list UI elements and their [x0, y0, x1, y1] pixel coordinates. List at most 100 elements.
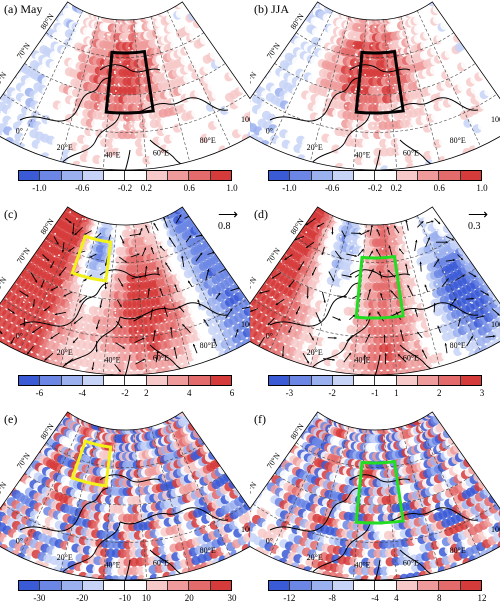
colorbar-tick-label: 0.6	[183, 183, 195, 193]
lon-label: 100°E	[241, 525, 250, 534]
colorbar-tick-label: -0.6	[325, 183, 340, 193]
colorbar-tick-label: 0.6	[433, 183, 445, 193]
lon-label: 100°E	[241, 115, 250, 124]
colorbar-tick-label: -2	[328, 388, 336, 398]
colorbar-segment	[290, 376, 312, 385]
map-panel: 20°W0°20°E40°E60°E80°E100°E80°N70°N60°N(…	[0, 0, 250, 205]
colorbar-segment	[40, 171, 62, 180]
lon-label: 40°E	[104, 561, 120, 570]
lon-label: 60°E	[153, 353, 169, 362]
lon-label: 60°E	[403, 353, 419, 362]
lon-label: 0°	[16, 126, 23, 135]
colorbar	[18, 580, 232, 591]
lon-label: 40°E	[104, 151, 120, 160]
colorbar-segment	[290, 581, 312, 590]
map-plot: 20°W0°20°E40°E60°E80°E100°E80°N70°N60°N	[0, 1, 250, 171]
colorbar-segment	[19, 376, 41, 385]
colorbar-tick-label: 1	[394, 388, 399, 398]
lon-label: 80°E	[200, 341, 216, 350]
map-panel: 20°W0°20°E40°E60°E80°E100°E80°N70°N60°N(…	[250, 0, 500, 205]
colorbar-segment	[375, 171, 397, 180]
lon-label: 60°E	[153, 558, 169, 567]
lon-label: 100°E	[491, 525, 500, 534]
colorbar-tick-label: -10	[119, 593, 131, 603]
map-plot: 20°W0°20°E40°E60°E80°E100°E80°N70°N60°N	[250, 206, 500, 376]
colorbar-segment	[332, 581, 355, 590]
lon-label: 100°E	[491, 320, 500, 329]
lat-label: 60°N	[250, 480, 259, 499]
colorbar-segment	[439, 171, 461, 180]
colorbar-segment	[311, 376, 333, 385]
map-panel: 20°W0°20°E40°E60°E80°E100°E80°N70°N60°N(…	[250, 205, 500, 410]
map-panel: 20°W0°20°E40°E60°E80°E100°E80°N70°N60°N(…	[0, 410, 250, 615]
colorbar-segment	[354, 171, 376, 180]
colorbar-segment	[460, 171, 481, 180]
colorbar-segment	[354, 376, 376, 385]
lon-label: 100°E	[491, 115, 500, 124]
colorbar-segment	[125, 581, 147, 590]
region-box	[104, 49, 155, 115]
lon-label: 80°E	[200, 546, 216, 555]
colorbar-ticks: -3 -2 -1 1 2 3	[268, 388, 485, 400]
lon-label: 40°E	[354, 561, 370, 570]
colorbar-tick-label: -3	[285, 388, 294, 398]
colorbar-segment	[61, 376, 83, 385]
colorbar	[18, 170, 232, 181]
reference-vector-label: 0.3	[468, 221, 481, 232]
colorbar-segment	[332, 376, 355, 385]
reference-vector: ⟶ 0.3	[468, 209, 488, 233]
colorbar-tick-label: 1.0	[476, 183, 488, 193]
colorbar-segment	[40, 581, 62, 590]
colorbar-tick-label: 2	[144, 388, 149, 398]
lat-label: 60°N	[0, 275, 9, 294]
colorbar-segment	[354, 581, 376, 590]
colorbar-segment	[439, 376, 461, 385]
panel-title: (f)	[254, 412, 266, 426]
panel-title: (b) JJA	[254, 2, 289, 16]
colorbar-tick-label: -4	[371, 593, 379, 603]
colorbar	[18, 375, 232, 386]
colorbar	[268, 170, 482, 181]
lon-label: 80°E	[450, 136, 466, 145]
colorbar-segment	[61, 581, 83, 590]
lat-label: 60°N	[250, 275, 259, 294]
colorbar-segment	[168, 376, 190, 385]
colorbar-segment	[210, 171, 231, 180]
colorbar-segment	[189, 171, 211, 180]
lon-label: 40°E	[354, 151, 370, 160]
colorbar-segment	[269, 581, 291, 590]
map-panel: 20°W0°20°E40°E60°E80°E100°E80°N70°N60°N(…	[250, 410, 500, 615]
colorbar-segment	[332, 171, 355, 180]
panel-title: (c)	[4, 207, 18, 221]
colorbar-segment	[418, 581, 440, 590]
colorbar	[268, 580, 482, 591]
colorbar-ticks: -30 -20 -10 10 20 30	[18, 593, 236, 605]
colorbar-tick-label: -8	[328, 593, 336, 603]
colorbar-segment	[146, 581, 169, 590]
colorbar-tick-label: 6	[229, 388, 235, 398]
colorbar-segment	[82, 376, 105, 385]
colorbar-segment	[61, 171, 83, 180]
colorbar-segment	[418, 376, 440, 385]
colorbar-tick-label: -0.2	[117, 183, 133, 193]
lon-label: 80°E	[200, 136, 216, 145]
colorbar-tick-label: 4	[186, 388, 192, 398]
colorbar-segment	[19, 581, 41, 590]
colorbar-tick-label: -6	[35, 388, 44, 398]
lon-label: 60°E	[403, 148, 419, 157]
map-plot: 20°W0°20°E40°E60°E80°E100°E80°N70°N60°N	[0, 206, 250, 376]
map-plot: 20°W0°20°E40°E60°E80°E100°E80°N70°N60°N	[0, 411, 250, 581]
lon-label: 60°E	[153, 148, 169, 157]
colorbar-segment	[418, 171, 440, 180]
colorbar-segment	[375, 376, 397, 385]
colorbar	[268, 375, 482, 386]
colorbar-tick-label: -1.0	[32, 183, 47, 193]
colorbar-segment	[104, 376, 126, 385]
lon-label: 60°E	[403, 558, 419, 567]
colorbar-segment	[439, 581, 461, 590]
colorbar-segment	[125, 376, 147, 385]
panel-title: (e)	[4, 412, 18, 426]
colorbar-segment	[40, 376, 62, 385]
colorbar-tick-label: -12	[283, 593, 296, 603]
colorbar-tick-label: -1	[371, 388, 379, 398]
